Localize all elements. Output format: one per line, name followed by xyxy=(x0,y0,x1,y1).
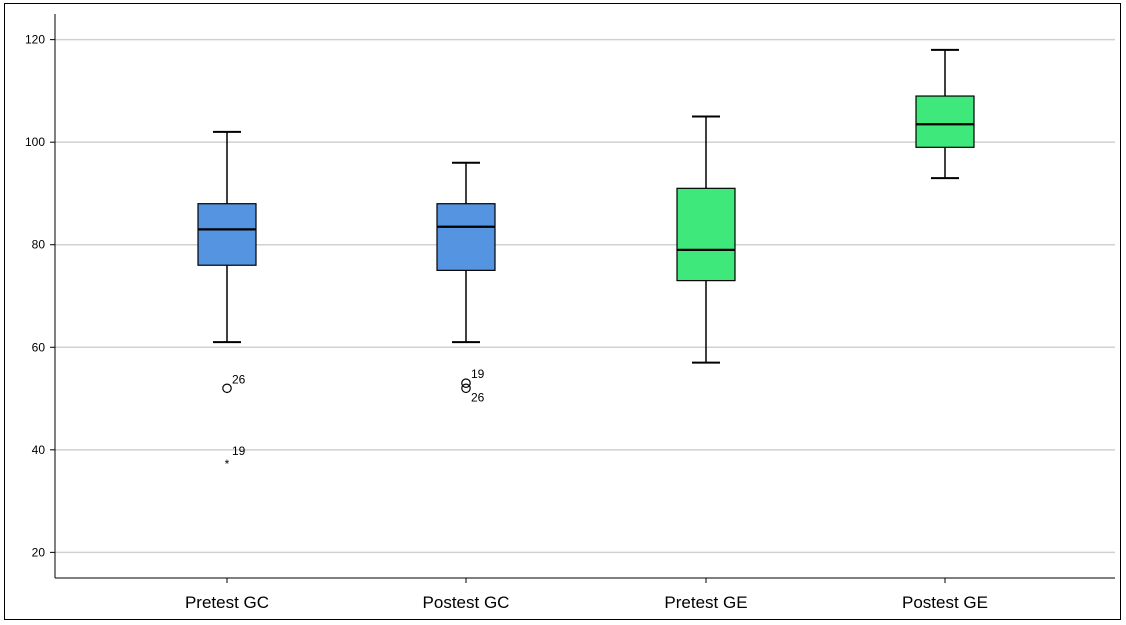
x-label-postest-gc: Postest GC xyxy=(423,593,510,612)
box-postest-gc xyxy=(436,203,496,271)
y-tick-label-60: 60 xyxy=(32,340,46,354)
outlier-label-pretest-gc-26: 26 xyxy=(232,372,246,386)
y-tick-label-120: 120 xyxy=(25,33,45,47)
x-label-postest-ge: Postest GE xyxy=(902,593,988,612)
outlier-star-pretest-gc-19: * xyxy=(225,457,230,471)
y-tick-label-20: 20 xyxy=(32,545,46,559)
outlier-circle-pretest-gc-26 xyxy=(222,383,232,394)
outlier-label-postest-gc-26: 26 xyxy=(471,390,485,404)
y-tick-label-80: 80 xyxy=(32,238,46,252)
y-tick-label-100: 100 xyxy=(25,135,45,149)
box-postest-ge xyxy=(915,95,975,148)
box-pretest-gc xyxy=(197,203,257,266)
outlier-label-postest-gc-19: 19 xyxy=(471,367,485,381)
outlier-label-pretest-gc-19: 19 xyxy=(232,444,246,458)
x-label-pretest-ge: Pretest GE xyxy=(664,593,747,612)
x-label-pretest-gc: Pretest GC xyxy=(185,593,269,612)
box-pretest-ge xyxy=(676,187,736,282)
outlier-circle-postest-gc-19 xyxy=(461,378,471,388)
y-tick-label-40: 40 xyxy=(32,443,46,457)
outlier-circle-postest-gc-26 xyxy=(461,383,471,394)
